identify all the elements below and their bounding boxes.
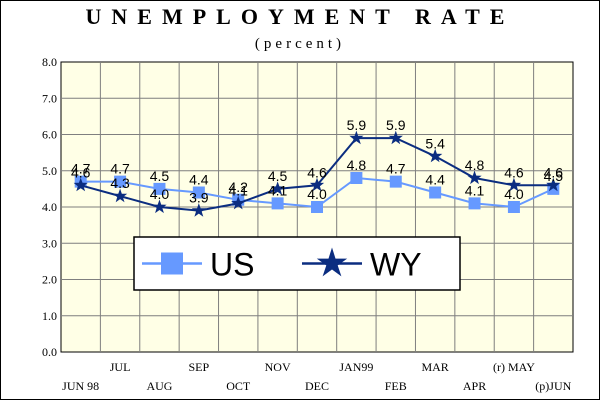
us-point: [114, 175, 127, 188]
wy-point: [231, 195, 246, 210]
us-data-label: 4.0: [504, 186, 524, 202]
us-data-label: 4.5: [150, 168, 170, 184]
us-data-label: 4.7: [110, 161, 130, 177]
chart-subtitle: (percent): [254, 36, 346, 52]
x-tick-label: OCT: [226, 379, 251, 393]
wy-data-label: 4.6: [504, 164, 524, 180]
legend-us-marker: [161, 252, 183, 275]
x-tick-label: JAN99: [339, 360, 373, 374]
x-tick-label: DEC: [305, 379, 329, 393]
us-point: [271, 197, 284, 210]
wy-data-label: 4.8: [465, 157, 485, 173]
wy-point: [309, 177, 325, 192]
wy-data-label: 4.6: [71, 164, 91, 180]
x-tick-label: NOV: [265, 360, 291, 374]
wy-point: [506, 177, 522, 192]
y-tick-label: 6.0: [42, 128, 57, 142]
us-data-label: 4.8: [347, 157, 367, 173]
y-tick-label: 4.0: [42, 200, 57, 214]
y-tick-label: 8.0: [42, 55, 57, 69]
wy-point: [191, 203, 206, 217]
wy-point: [152, 199, 167, 214]
wy-data-label: 4.6: [307, 164, 327, 180]
us-data-label: 4.5: [544, 168, 564, 184]
wy-point: [112, 188, 128, 203]
chart-title: UNEMPLOYMENT RATE: [85, 4, 515, 29]
wy-data-label: 4.3: [110, 175, 130, 191]
wy-point: [467, 170, 482, 185]
wy-point: [428, 148, 443, 163]
us-data-label: 4.1: [465, 182, 485, 198]
wy-point: [388, 130, 403, 145]
us-data-label: 4.4: [189, 172, 209, 188]
legend-us-label: US: [210, 247, 254, 283]
wy-data-label: 4.5: [268, 168, 288, 184]
wy-data-label: 4.1: [228, 182, 248, 198]
us-data-label: 4.0: [307, 186, 327, 202]
us-point: [153, 182, 166, 195]
us-point: [389, 175, 402, 188]
y-tick-label: 3.0: [42, 236, 57, 250]
x-tick-label: SEP: [189, 360, 210, 374]
us-point: [468, 197, 481, 210]
y-tick-label: 2.0: [42, 273, 57, 287]
wy-data-label: 4.0: [150, 186, 170, 202]
us-point: [311, 201, 323, 213]
x-tick-label: MAR: [421, 360, 448, 374]
legend-wy-label: WY: [370, 247, 422, 283]
y-tick-label: 5.0: [42, 164, 57, 178]
y-tick-label: 7.0: [42, 91, 57, 105]
wy-data-label: 4.6: [544, 164, 564, 180]
y-tick-label: 1.0: [42, 309, 57, 323]
wy-point: [349, 130, 364, 145]
us-data-label: 4.7: [386, 161, 406, 177]
us-point: [192, 186, 205, 199]
x-tick-label: FEB: [385, 379, 407, 393]
wy-data-label: 5.9: [347, 117, 367, 133]
y-tick-label: 0.0: [42, 345, 57, 359]
us-data-label: 4.4: [425, 172, 445, 188]
wy-point: [546, 177, 561, 192]
x-tick-label: (r) MAY: [493, 360, 535, 374]
us-data-label: 4.2: [228, 179, 248, 195]
legend-wy-marker: [316, 247, 348, 277]
x-tick-label: AUG: [146, 379, 172, 393]
wy-point: [73, 177, 88, 192]
wy-data-label: 5.9: [386, 117, 406, 133]
us-data-label: 4.1: [268, 182, 288, 198]
us-data-label: 4.7: [71, 161, 91, 177]
wy-data-label: 3.9: [189, 190, 209, 206]
us-point: [350, 172, 363, 184]
x-tick-label: (p)JUN: [535, 379, 571, 393]
us-point: [507, 201, 520, 213]
us-point: [429, 186, 442, 199]
wy-point: [270, 181, 285, 195]
x-tick-label: JUN 98: [62, 379, 99, 393]
wy-data-label: 5.4: [425, 135, 445, 151]
x-tick-label: APR: [463, 379, 486, 393]
x-tick-label: JUL: [110, 360, 131, 374]
